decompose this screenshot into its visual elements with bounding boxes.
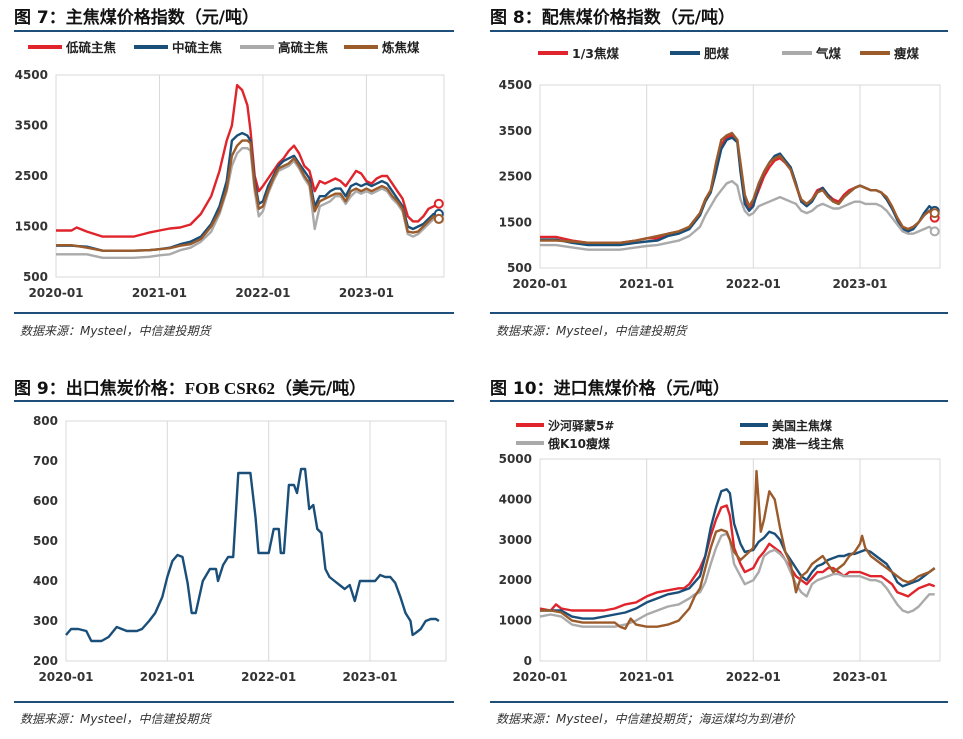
y-tick-label: 3000	[499, 533, 532, 547]
y-tick-label: 1500	[499, 215, 532, 229]
panel-fig9: 图 9：出口焦炭价格：FOB CSR62（美元/吨） 2020-01 2021-0…	[14, 370, 454, 739]
chart-p9: 2020-01 2021-01 2022-01 2023-01 200 300 400 500…	[33, 414, 447, 684]
x-tick-label: 2020-01	[38, 670, 93, 684]
x-tick-label: 2022-01	[241, 670, 296, 684]
x-tick-label: 2021-01	[132, 286, 187, 300]
series-line	[65, 467, 440, 643]
legend-label: 气煤	[815, 46, 842, 61]
y-tick-label: 500	[507, 261, 532, 275]
x-tick-label: 2022-01	[726, 670, 781, 684]
bottom-rule	[14, 312, 454, 314]
y-tick-label: 500	[23, 270, 48, 284]
chart-title: 图 9：出口焦炭价格：FOB CSR62（美元/吨）	[14, 374, 366, 399]
x-tick-label: 2023-01	[832, 277, 887, 291]
series-line	[56, 83, 440, 238]
y-tick-label: 4500	[15, 68, 48, 82]
y-tick-label: 300	[33, 614, 58, 628]
legend-label: 瘦煤	[894, 46, 920, 61]
title-rule	[490, 30, 948, 32]
y-tick-label: 4000	[499, 492, 532, 506]
legend-label: 肥煤	[704, 46, 730, 61]
y-tick-label: 2500	[499, 170, 532, 184]
x-tick-label: 2023-01	[342, 670, 397, 684]
series-line	[539, 532, 935, 628]
legend-label: 高硫主焦	[278, 40, 329, 55]
series-end-marker	[433, 198, 444, 209]
chart-p7: 2020-01 2021-01 2022-01 2023-01 500 1500 2500 3…	[15, 40, 445, 300]
legend-label: 低硫主焦	[65, 40, 117, 55]
chart-p8: 2020-01 2021-01 2022-01 2023-01 500 1500 2500 3…	[499, 46, 941, 291]
legend-label: 炼焦煤	[382, 40, 420, 55]
series-line	[56, 139, 440, 252]
bottom-rule	[490, 312, 948, 314]
x-tick-label: 2021-01	[619, 277, 674, 291]
x-tick-label: 2020-01	[28, 286, 83, 300]
y-tick-label: 600	[33, 494, 58, 508]
series-line	[539, 504, 936, 612]
series-end-marker	[929, 226, 940, 237]
series-line	[540, 488, 936, 620]
legend-label: 1/3焦煤	[572, 46, 619, 61]
plot-frame	[65, 420, 447, 662]
legend-label: 沙河驿蒙5#	[548, 418, 614, 433]
y-tick-label: 5000	[499, 452, 532, 466]
y-tick-label: 400	[33, 574, 58, 588]
bottom-rule	[14, 701, 454, 703]
x-tick-label: 2020-01	[512, 670, 567, 684]
x-tick-label: 2023-01	[832, 670, 887, 684]
y-tick-label: 2500	[15, 169, 48, 183]
panel-fig7: 图 7：主焦煤价格指数（元/吨） 2020-01 2021-01 2022-01 20…	[14, 0, 454, 345]
chart-title: 图 10：进口焦煤价格（元/吨）	[490, 379, 730, 399]
y-tick-label: 4500	[499, 78, 532, 92]
chart-title: 图 8：配焦煤价格指数（元/吨）	[490, 8, 735, 28]
y-tick-label: 1500	[15, 220, 48, 234]
panel-fig10: 图 10：进口焦煤价格（元/吨） 2020-01 2021-01 2022-01 20…	[490, 370, 948, 739]
legend-label: 中硫主焦	[172, 40, 223, 55]
y-tick-label: 500	[33, 534, 58, 548]
title-rule	[14, 30, 454, 32]
source-note: 数据来源：Mysteel，中信建投期货；海运煤均为到港价	[496, 712, 795, 726]
series-line	[540, 469, 936, 630]
y-tick-label: 1000	[499, 614, 532, 628]
x-tick-label: 2022-01	[726, 277, 781, 291]
series-end-marker	[929, 208, 940, 219]
x-tick-label: 2021-01	[140, 670, 195, 684]
legend-label: 美国主焦煤	[772, 418, 832, 433]
series-line	[540, 179, 936, 251]
bottom-rule	[490, 701, 948, 703]
title-latin: FOB CSR62	[184, 379, 275, 398]
chart-p10: 2020-01 2021-01 2022-01 2023-01 0 1000 2000 300…	[499, 418, 941, 684]
title-cn-2: （美元/吨）	[274, 379, 367, 399]
series-line	[56, 131, 439, 252]
y-tick-label: 2000	[499, 573, 532, 587]
x-tick-label: 2021-01	[619, 670, 674, 684]
panel-fig8: 图 8：配焦煤价格指数（元/吨） 2020-01 2021-01 2022-01 20…	[490, 0, 948, 345]
x-tick-label: 2022-01	[235, 286, 290, 300]
title-cn-1: 图 9：出口焦炭价格：	[14, 379, 185, 399]
y-tick-label: 700	[33, 454, 58, 468]
series-line	[540, 131, 936, 244]
series-end-marker	[433, 213, 444, 224]
source-note: 数据来源：Mysteel，中信建投期货	[20, 324, 211, 338]
legend-label: 俄K10瘦煤	[547, 436, 610, 451]
x-tick-label: 2020-01	[512, 277, 567, 291]
chart-title: 图 7：主焦煤价格指数（元/吨）	[14, 8, 259, 28]
title-rule	[490, 400, 948, 402]
y-tick-label: 3500	[499, 124, 532, 138]
y-tick-label: 3500	[15, 119, 48, 133]
legend-label: 澳准一线主焦	[772, 436, 844, 451]
x-tick-label: 2023-01	[339, 286, 394, 300]
source-note: 数据来源：Mysteel，中信建投期货	[496, 324, 687, 338]
source-note: 数据来源：Mysteel，中信建投期货	[20, 712, 211, 726]
y-tick-label: 200	[33, 654, 58, 668]
title-rule	[14, 400, 454, 402]
y-tick-label: 0	[524, 654, 532, 668]
series-line	[56, 147, 439, 259]
y-tick-label: 800	[33, 414, 58, 428]
